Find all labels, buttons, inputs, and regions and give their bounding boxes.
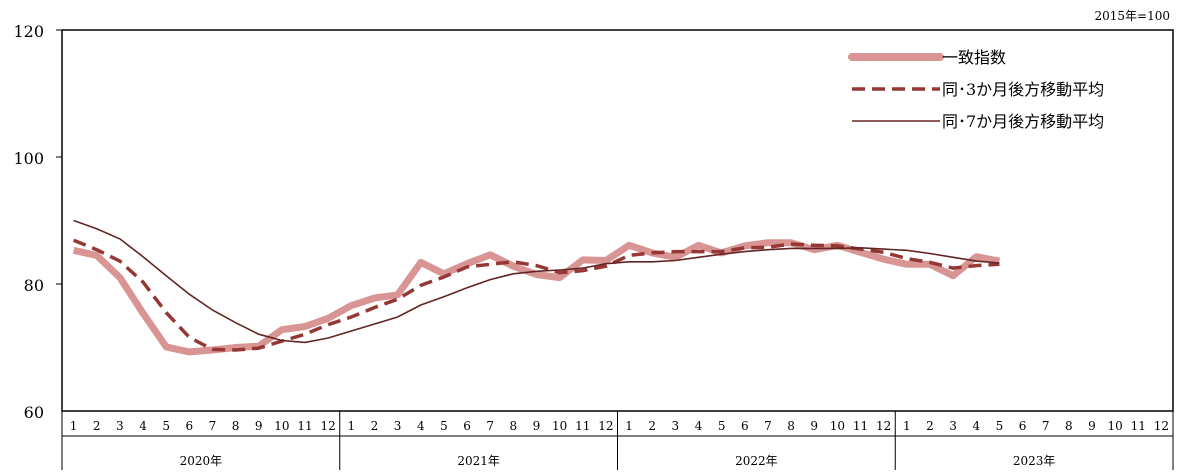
series-layer (72, 219, 1001, 356)
y-tick-label: 120 (13, 22, 44, 41)
legend: 一致指数 同･3か月後方移動平均 同･7か月後方移動平均 (848, 48, 1104, 131)
x-tick-label-year: 2023年 (1013, 454, 1056, 468)
x-tick-label-month: 2 (371, 419, 379, 433)
x-tick-label-month: 3 (949, 419, 957, 433)
x-tick-label-month: 3 (672, 419, 680, 433)
x-tick-label-month: 11 (853, 419, 868, 433)
x-tick-label-month: 7 (209, 419, 217, 433)
x-tick-label-month: 1 (348, 419, 356, 433)
x-tick-label-month: 12 (321, 419, 336, 433)
x-tick-label-month: 10 (830, 419, 845, 433)
x-tick-label-month: 4 (695, 419, 703, 433)
x-tick-label-month: 5 (996, 419, 1004, 433)
x-tick-label-month: 9 (255, 419, 263, 433)
x-tick-label-month: 5 (440, 419, 448, 433)
legend-label: 同･7か月後方移動平均 (942, 112, 1104, 131)
series-line-0 (72, 239, 1001, 356)
x-tick-label-month: 8 (787, 419, 795, 433)
unit-note: 2015年=100 (1095, 9, 1171, 23)
x-tick-label-month: 9 (1088, 419, 1096, 433)
x-tick-label-month: 2 (648, 419, 656, 433)
x-tick-label-month: 8 (232, 419, 240, 433)
legend-label: 同･3か月後方移動平均 (942, 80, 1104, 99)
x-tick-label-month: 3 (394, 419, 402, 433)
x-tick-label-month: 10 (1107, 419, 1122, 433)
x-tick-label-year: 2020年 (180, 454, 223, 468)
x-tick-label-month: 2 (926, 419, 934, 433)
x-tick-label-month: 6 (741, 419, 749, 433)
x-tick-label-month: 7 (486, 419, 494, 433)
series-line-1 (72, 238, 1000, 352)
x-tick-label-month: 8 (1065, 419, 1073, 433)
x-tick-label-month: 1 (903, 419, 911, 433)
x-tick-label-month: 5 (718, 419, 726, 433)
x-tick-label-month: 12 (876, 419, 891, 433)
legend-label: 一致指数 (942, 48, 1006, 67)
x-tick-label-year: 2022年 (735, 454, 778, 468)
x-tick-label-month: 4 (972, 419, 980, 433)
x-tick-label-month: 9 (533, 419, 541, 433)
x-tick-label-month: 1 (70, 419, 78, 433)
x-tick-label-month: 6 (463, 419, 471, 433)
x-tick-label-month: 7 (1042, 419, 1050, 433)
x-tick-label-month: 12 (1154, 419, 1169, 433)
x-tick-label-month: 11 (297, 419, 312, 433)
x-tick-label-month: 5 (162, 419, 170, 433)
x-tick-label-month: 10 (552, 419, 567, 433)
y-tick-label: 60 (24, 403, 44, 422)
x-tick-label-year: 2021年 (457, 454, 500, 468)
x-tick-label-month: 10 (274, 419, 289, 433)
x-tick-label-month: 9 (810, 419, 818, 433)
x-tick-label-month: 11 (1131, 419, 1146, 433)
y-tick-label: 100 (13, 149, 44, 168)
x-tick-label-month: 4 (417, 419, 425, 433)
x-tick-label-month: 7 (764, 419, 772, 433)
x-tick-label-month: 3 (116, 419, 124, 433)
x-tick-label-month: 1 (625, 419, 633, 433)
x-tick-label-month: 4 (139, 419, 147, 433)
axes-layer (56, 29, 1174, 470)
x-tick-label-month: 6 (1019, 419, 1027, 433)
x-tick-label-month: 2 (93, 419, 101, 433)
x-tick-label-month: 12 (598, 419, 613, 433)
x-tick-label-month: 11 (575, 419, 590, 433)
y-tick-label: 80 (24, 276, 44, 295)
x-tick-label-month: 6 (185, 419, 193, 433)
series-line-2 (73, 219, 1000, 344)
x-tick-label-month: 8 (510, 419, 518, 433)
